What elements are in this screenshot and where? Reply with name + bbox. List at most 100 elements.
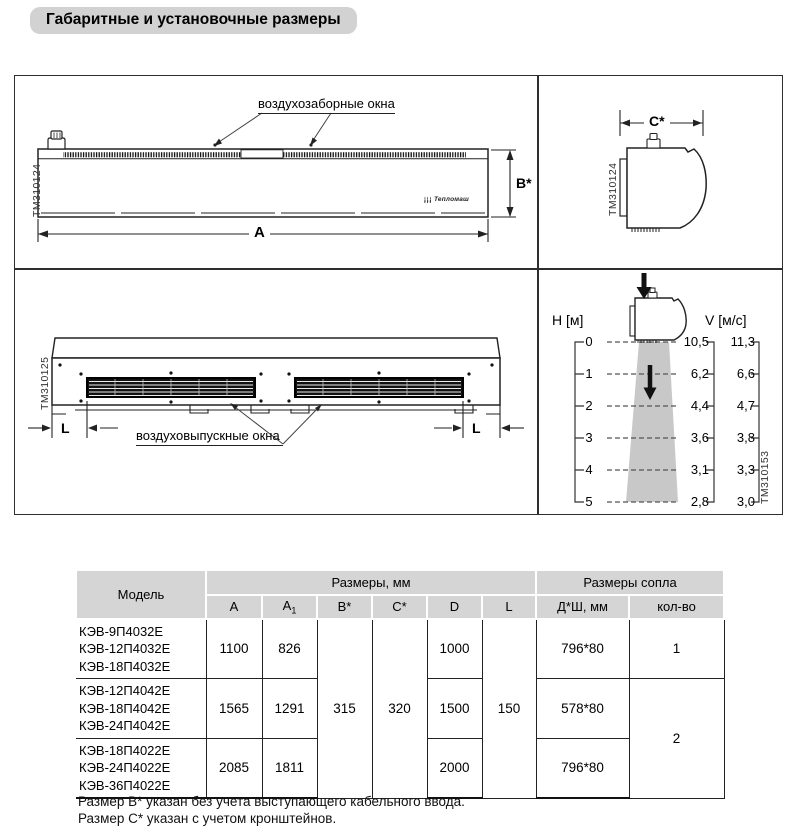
intake-windows-label: воздухозаборные окна: [258, 96, 395, 114]
intake-grille-right: [283, 150, 466, 158]
outlet-grille-left: [86, 377, 256, 398]
velocity-value-2: 11,3: [730, 334, 755, 349]
dimension-b: [491, 149, 516, 218]
level-dashed-lines: [607, 341, 679, 503]
table-row: КЭВ-9П4032Е КЭВ-12П4032Е КЭВ-18П4032Е 11…: [76, 618, 725, 799]
height-tick: 1: [585, 366, 593, 381]
outlet-leader-lines: [230, 403, 322, 445]
velocity-value-2: 3,8: [736, 430, 755, 445]
front-body: [37, 148, 489, 218]
airflow-cone: [626, 342, 678, 502]
col-header-l: L: [480, 594, 538, 620]
dimensions-table: Модель Размеры, мм Размеры сопла A A1 B*…: [75, 569, 726, 800]
velocity-value-1: 2,8: [690, 494, 709, 509]
brand-name: Тепломаш: [434, 196, 470, 203]
value-nozzle-size: 796*80: [535, 737, 630, 800]
height-tick: 0: [585, 334, 593, 349]
flow-device-silhouette: [629, 287, 687, 343]
front-view-drawing: [37, 112, 516, 242]
col-header-a: A: [205, 594, 263, 620]
value-a1: 826: [261, 618, 318, 680]
panel-divider-horizontal: [15, 268, 782, 270]
velocity-scale1-bracket: [706, 341, 715, 503]
value-a: 1565: [205, 678, 263, 739]
velocity-scale2-bracket: [751, 341, 760, 503]
model-cell: КЭВ-12П4042Е КЭВ-18П4042Е КЭВ-24П4042Е: [76, 678, 207, 739]
value-c-shared: 320: [371, 618, 428, 799]
footnotes: Размер В* указан без учета выступающего …: [78, 794, 465, 827]
col-header-a1: A1: [261, 594, 318, 620]
front-view-code: ТМ310124: [31, 163, 43, 217]
side-view-drawing: [619, 110, 707, 232]
intake-grille-left: [63, 150, 241, 158]
height-tick: 5: [585, 494, 593, 509]
dim-label-l-left: L: [61, 420, 70, 436]
velocity-value-2: 4,7: [736, 398, 755, 413]
velocity-value-1: 4,4: [690, 398, 709, 413]
brand-logo: Тепломаш: [423, 195, 469, 204]
cable-gland: [47, 130, 66, 150]
value-a1: 1291: [261, 678, 318, 739]
outlet-grille-right: [294, 377, 464, 398]
intake-leader-lines: [213, 112, 332, 147]
velocity-value-1: 3,6: [690, 430, 709, 445]
height-tick: 4: [585, 462, 593, 477]
dim-label-l-right: L: [472, 420, 481, 436]
col-group-dimensions: Размеры, мм: [204, 569, 538, 596]
side-view-code: ТМ310124: [607, 162, 619, 216]
col-header-nozzle-size: Д*Ш, мм: [535, 594, 631, 620]
value-a1: 1811: [261, 737, 318, 800]
bottom-view-drawing: [28, 337, 524, 445]
model-cell: КЭВ-18П4022Е КЭВ-24П4022Е КЭВ-36П4022Е: [76, 737, 207, 800]
col-header-c: C*: [371, 594, 428, 620]
col-header-model: Модель: [75, 569, 207, 620]
dim-label-c: C*: [644, 113, 670, 129]
value-d: 2000: [426, 737, 483, 800]
col-header-b: B*: [316, 594, 373, 620]
inlet-arrow-icon: [636, 273, 652, 299]
value-nozzle-size: 578*80: [535, 678, 630, 739]
footnote-b: Размер В* указан без учета выступающего …: [78, 794, 465, 809]
value-nozzle-size: 796*80: [535, 618, 630, 680]
airflow-diagram: [574, 273, 760, 503]
velocity-value-1: 3,1: [690, 462, 709, 477]
side-body: [619, 132, 707, 232]
velocity-value-1: 6,2: [690, 366, 709, 381]
value-nozzle-count: 1: [628, 618, 725, 680]
junction-plate: [240, 149, 284, 159]
panel-divider-vertical: [537, 76, 539, 514]
height-axis-label: H [м]: [552, 312, 584, 328]
dim-label-b: B*: [516, 175, 532, 191]
drawings-panel: воздухозаборные окна ТМ310124 B* A Тепло…: [14, 75, 783, 515]
height-tick: 3: [585, 430, 593, 445]
model-cell: КЭВ-9П4032Е КЭВ-12П4032Е КЭВ-18П4032Е: [76, 618, 207, 680]
bottom-view-code: ТМ310125: [39, 356, 51, 410]
footnote-c: Размер С* указан с учетом кронштейнов.: [78, 810, 337, 826]
screw-dots: [58, 363, 494, 404]
height-tick: 2: [585, 398, 593, 413]
airflow-diagram-code: ТМ310153: [759, 450, 771, 504]
col-header-nozzle-count: кол-во: [628, 594, 726, 620]
dimension-l-right: [434, 401, 524, 438]
value-d: 1500: [426, 678, 483, 739]
brand-flame-icon: [424, 196, 431, 203]
value-l-shared: 150: [481, 618, 537, 799]
bottom-body: [51, 337, 501, 415]
flow-arrow-icon: [643, 365, 657, 400]
value-d: 1000: [426, 618, 483, 680]
velocity-value-2: 3,0: [736, 494, 755, 509]
value-a: 1100: [205, 618, 263, 680]
col-header-d: D: [426, 594, 483, 620]
dim-label-a: A: [249, 224, 270, 241]
velocity-value-1: 10,5: [683, 334, 709, 349]
dimension-l-left: [28, 401, 118, 438]
table-row: КЭВ-18П4022Е КЭВ-24П4022Е КЭВ-36П4022Е 2…: [76, 737, 724, 800]
value-nozzle-count-shared: 2: [628, 678, 725, 799]
velocity-value-2: 3,3: [736, 462, 755, 477]
value-a: 2085: [205, 737, 263, 800]
page-title: Габаритные и установочные размеры: [30, 7, 357, 34]
col-group-nozzle: Размеры сопла: [535, 569, 726, 596]
velocity-value-2: 6,6: [736, 366, 755, 381]
outlet-windows-label: воздуховыпускные окна: [136, 428, 283, 446]
